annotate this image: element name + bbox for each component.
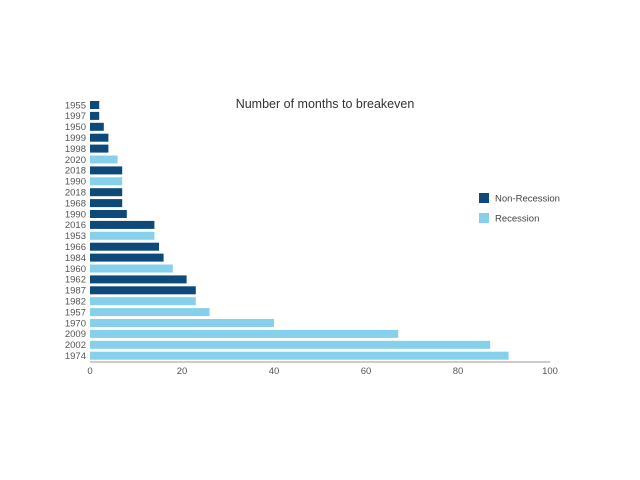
bar-1962-16 <box>90 275 187 284</box>
legend-label: Non-Recession <box>495 194 560 205</box>
bar-2009-21 <box>90 329 399 338</box>
bar-1990-7 <box>90 177 123 186</box>
y-tick-label: 2002 <box>65 340 86 351</box>
bar-1984-14 <box>90 253 164 262</box>
bar-2020-5 <box>90 155 118 164</box>
y-tick-label: 2018 <box>65 188 86 199</box>
bar-1970-20 <box>90 319 274 327</box>
y-tick-label: 2009 <box>65 329 86 340</box>
x-tick-label: 60 <box>361 366 372 377</box>
bar-2016-11 <box>90 220 155 229</box>
bar-1997-1 <box>90 111 100 120</box>
legend-swatch <box>479 213 489 223</box>
y-tick-label: 1953 <box>65 231 86 242</box>
y-tick-label: 1984 <box>65 253 86 264</box>
y-tick-label: 2020 <box>65 155 86 166</box>
y-tick-label: 1957 <box>65 307 86 318</box>
y-tick-label: 1987 <box>65 286 86 297</box>
bar-1960-15 <box>90 264 173 273</box>
y-tick-label: 1970 <box>65 318 86 329</box>
y-tick-label: 1982 <box>65 297 86 308</box>
bar-2018-8 <box>90 188 123 197</box>
x-tick-label: 20 <box>177 366 188 377</box>
bar-1974-23 <box>90 351 509 360</box>
y-tick-label: 1997 <box>65 111 86 122</box>
bar-1968-9 <box>90 199 123 208</box>
bar-1982-18 <box>90 297 196 306</box>
chart-title: Number of months to breakeven <box>236 97 415 111</box>
bar-2002-22 <box>90 340 491 349</box>
bar-1950-2 <box>90 122 104 131</box>
bar-1998-4 <box>90 144 109 153</box>
y-tick-label: 1990 <box>65 177 86 188</box>
y-tick-label: 1966 <box>65 242 86 253</box>
y-tick-label: 1962 <box>65 275 86 286</box>
legend-swatch <box>479 193 489 203</box>
y-tick-label: 1950 <box>65 122 86 133</box>
bar-2018-6 <box>90 166 123 175</box>
x-tick-label: 80 <box>453 366 464 377</box>
bar-1999-3 <box>90 133 109 142</box>
legend-label: Recession <box>495 214 539 225</box>
bar-1966-13 <box>90 242 159 251</box>
y-tick-label: 2016 <box>65 220 86 231</box>
y-tick-label: 1974 <box>65 351 86 362</box>
x-tick-label: 100 <box>542 366 558 377</box>
y-tick-label: 1968 <box>65 198 86 209</box>
y-tick-label: 1998 <box>65 144 86 155</box>
bar-1955-0 <box>90 101 100 109</box>
y-tick-label: 2018 <box>65 166 86 177</box>
bar-1987-17 <box>90 286 196 295</box>
x-tick-labels: 0 20 40 60 80 100 <box>87 366 558 377</box>
y-tick-label: 1990 <box>65 209 86 220</box>
y-tick-label: 1960 <box>65 264 86 275</box>
bar-1957-19 <box>90 308 210 317</box>
bar-1953-12 <box>90 231 155 240</box>
legend: Non-Recession Recession <box>479 193 560 225</box>
y-tick-label: 1955 <box>65 100 86 111</box>
x-tick-label: 40 <box>269 366 280 377</box>
bar-1990-10 <box>90 210 127 218</box>
y-tick-label: 1999 <box>65 133 86 144</box>
x-tick-label: 0 <box>87 366 92 377</box>
y-tick-labels: 1955199719501999199820202018199020181968… <box>65 100 86 362</box>
bars-group <box>90 101 509 360</box>
